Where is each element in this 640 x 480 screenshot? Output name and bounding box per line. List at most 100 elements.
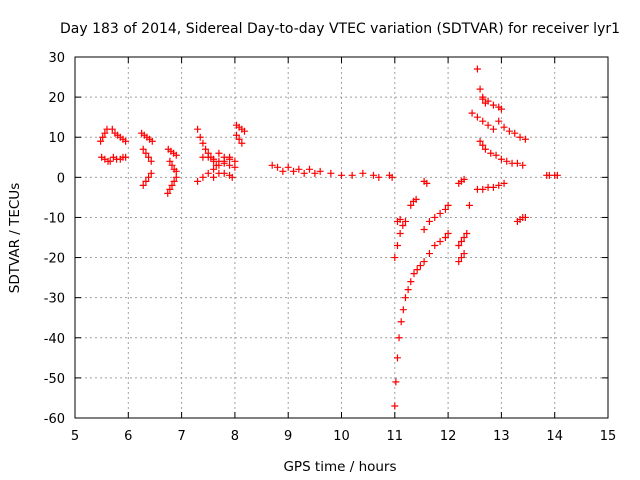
data-point <box>194 125 202 133</box>
data-point <box>420 225 428 233</box>
series-arc2 <box>98 153 114 165</box>
data-point <box>519 161 527 169</box>
y-tick-label: 20 <box>48 91 65 106</box>
y-tick-label: -40 <box>44 332 65 347</box>
data-point <box>489 101 497 109</box>
data-point <box>338 171 345 179</box>
data-point <box>290 167 298 175</box>
data-point <box>476 85 484 93</box>
series-arc1 <box>97 125 111 145</box>
data-point <box>166 185 174 193</box>
data-point <box>194 177 202 185</box>
data-point <box>164 189 172 197</box>
data-point <box>172 173 180 181</box>
series-arc33 <box>479 93 505 113</box>
y-tick-label: 0 <box>57 171 65 186</box>
series-arc11 <box>194 125 220 169</box>
data-point <box>295 165 303 173</box>
data-point <box>457 254 465 262</box>
data-point <box>388 173 396 181</box>
data-point <box>396 229 404 237</box>
data-point <box>274 163 282 171</box>
data-point <box>444 229 452 237</box>
data-point <box>479 93 487 101</box>
series-arc23 <box>393 215 404 225</box>
data-point <box>170 177 178 185</box>
data-point <box>145 153 153 161</box>
series-arc31 <box>465 201 473 209</box>
data-point <box>226 155 234 163</box>
data-point <box>395 334 403 342</box>
data-point <box>407 201 415 209</box>
x-axis-label: GPS time / hours <box>283 459 396 475</box>
data-point <box>484 97 492 105</box>
data-point <box>495 181 503 189</box>
data-point <box>327 169 335 177</box>
y-tick-label: -60 <box>44 412 65 427</box>
series-arc7 <box>139 169 155 189</box>
series-arc26 <box>420 229 452 266</box>
data-point <box>399 221 407 229</box>
data-point <box>513 159 521 167</box>
data-point <box>396 215 404 223</box>
data-point <box>492 151 500 159</box>
series-arc37 <box>497 155 527 169</box>
data-point <box>410 270 418 278</box>
data-point <box>399 306 407 314</box>
data-point <box>204 169 212 177</box>
data-point <box>436 238 444 246</box>
data-point <box>393 242 401 250</box>
data-point <box>481 145 489 153</box>
data-point <box>142 177 150 185</box>
data-point <box>455 242 463 250</box>
data-point <box>425 217 433 225</box>
data-point <box>431 213 439 221</box>
y-tick-label: -30 <box>44 292 65 307</box>
data-point <box>220 153 228 161</box>
data-point <box>436 209 444 217</box>
series-arc6 <box>139 145 155 165</box>
data-point <box>465 201 473 209</box>
data-point <box>122 153 130 161</box>
data-point <box>553 171 561 179</box>
data-point <box>268 161 276 169</box>
chart-title: Day 183 of 2014, Sidereal Day-to-day VTE… <box>60 21 620 37</box>
data-point <box>489 183 497 191</box>
data-point <box>359 169 367 177</box>
data-point <box>441 205 449 213</box>
data-point <box>479 117 487 125</box>
data-point <box>476 137 484 145</box>
data-point <box>391 402 399 410</box>
data-point <box>122 137 130 145</box>
series-arc4 <box>109 153 130 163</box>
data-point <box>473 65 481 73</box>
data-point <box>145 173 153 181</box>
data-point <box>391 254 399 262</box>
data-point <box>473 113 481 121</box>
data-point <box>172 151 180 159</box>
series-arc34 <box>468 109 497 133</box>
data-point <box>455 258 463 266</box>
data-point <box>226 161 234 169</box>
data-point <box>142 149 150 157</box>
data-point <box>484 121 492 129</box>
data-point <box>199 173 207 181</box>
data-point <box>505 127 513 135</box>
series-arc19 <box>279 167 319 177</box>
data-point <box>240 127 248 135</box>
data-point <box>306 165 314 173</box>
y-tick-label: -10 <box>44 211 65 226</box>
data-point <box>199 139 207 147</box>
data-point <box>231 157 239 165</box>
series-arc40 <box>543 171 561 179</box>
x-tick-label: 9 <box>284 429 292 444</box>
data-point <box>210 155 218 163</box>
data-point <box>497 155 505 163</box>
data-point <box>231 163 239 171</box>
data-point <box>172 167 180 175</box>
data-point <box>215 161 223 169</box>
series-arc16 <box>232 121 248 135</box>
data-point <box>147 169 155 177</box>
series-arc17 <box>232 131 246 147</box>
